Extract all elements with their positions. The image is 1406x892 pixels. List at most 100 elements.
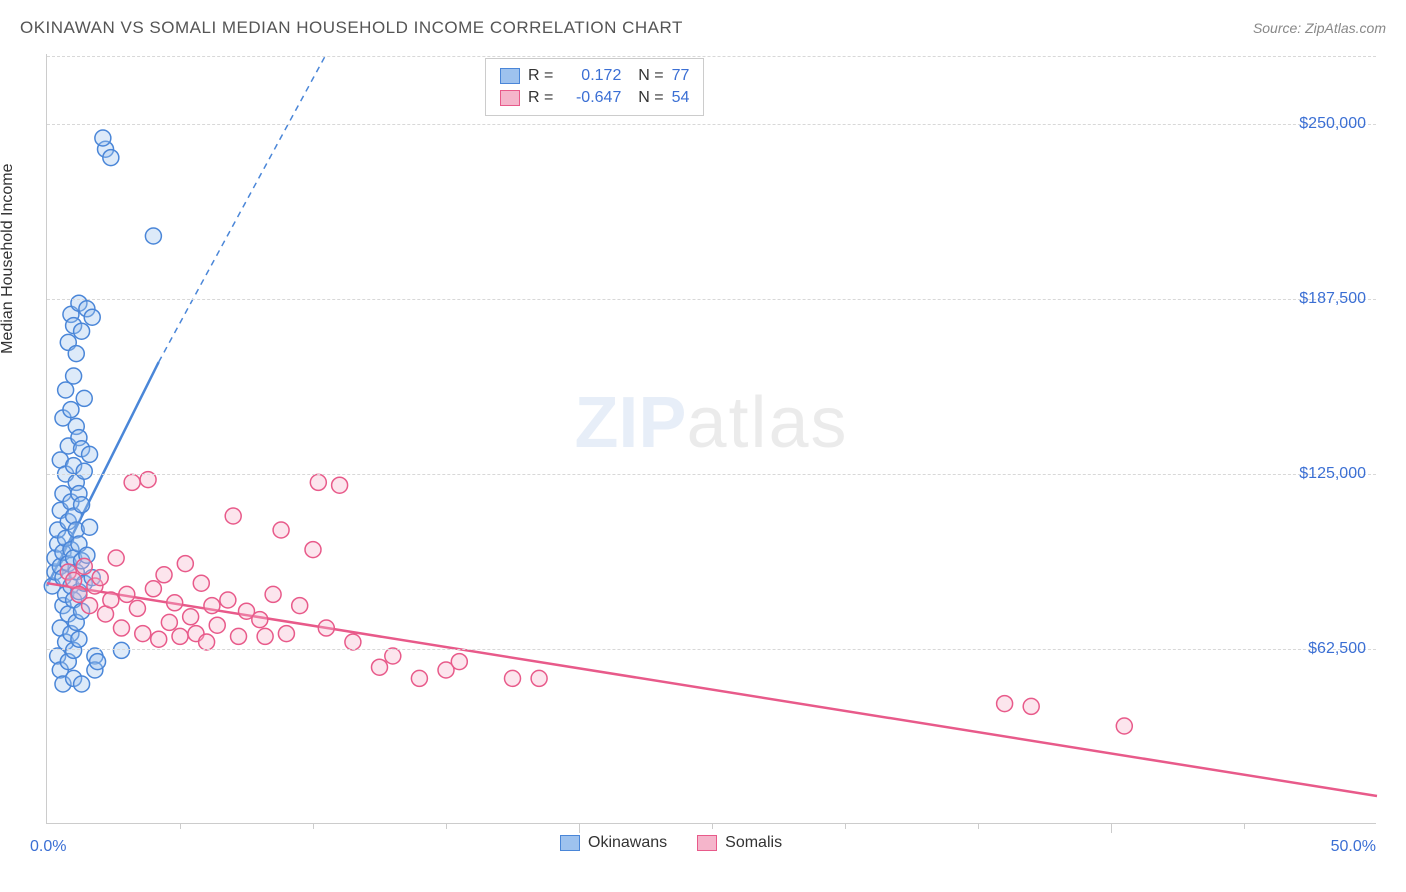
n-label: N =: [629, 89, 663, 107]
data-point: [103, 592, 119, 608]
data-point: [997, 696, 1013, 712]
x-tick-minor: [978, 823, 979, 829]
data-point: [108, 550, 124, 566]
data-point: [318, 620, 334, 636]
plot-area: ZIPatlas R =0.172 N = 77R =-0.647 N = 54…: [46, 54, 1376, 824]
x-tick-major: [1111, 823, 1112, 833]
r-value: 0.172: [561, 67, 621, 85]
gridline: [47, 56, 1376, 57]
y-axis-title: Median Household Income: [0, 163, 17, 353]
data-point: [172, 628, 188, 644]
data-point: [1023, 698, 1039, 714]
chart-source: Source: ZipAtlas.com: [1253, 20, 1386, 36]
x-tick-minor: [180, 823, 181, 829]
data-point: [411, 670, 427, 686]
x-axis-label-max: 50.0%: [1331, 838, 1376, 856]
y-tick-label: $250,000: [1299, 115, 1366, 133]
x-tick-minor: [712, 823, 713, 829]
r-label: R =: [528, 89, 553, 107]
data-point: [71, 631, 87, 647]
trend-line-extension: [159, 54, 327, 362]
data-point: [257, 628, 273, 644]
gridline: [47, 649, 1376, 650]
legend-correlation: R =0.172 N = 77R =-0.647 N = 54: [485, 58, 704, 116]
n-label: N =: [629, 67, 663, 85]
data-point: [183, 609, 199, 625]
data-point: [177, 556, 193, 572]
data-point: [145, 228, 161, 244]
data-point: [82, 519, 98, 535]
y-tick-label: $125,000: [1299, 465, 1366, 483]
data-point: [372, 659, 388, 675]
data-point: [63, 402, 79, 418]
chart-header: OKINAWAN VS SOMALI MEDIAN HOUSEHOLD INCO…: [20, 18, 1386, 38]
data-point: [113, 642, 129, 658]
data-point: [76, 463, 92, 479]
data-point: [66, 368, 82, 384]
data-point: [145, 581, 161, 597]
data-point: [305, 542, 321, 558]
data-point: [161, 614, 177, 630]
r-value: -0.647: [561, 89, 621, 107]
legend-swatch: [500, 90, 520, 106]
data-point: [76, 558, 92, 574]
y-tick-label: $62,500: [1308, 640, 1366, 658]
chart-svg: [47, 54, 1376, 823]
data-point: [225, 508, 241, 524]
data-point: [292, 598, 308, 614]
data-point: [220, 592, 236, 608]
gridline: [47, 124, 1376, 125]
data-point: [82, 446, 98, 462]
y-tick-label: $187,500: [1299, 290, 1366, 308]
data-point: [90, 654, 106, 670]
data-point: [332, 477, 348, 493]
legend-series-label: Somalis: [725, 834, 782, 852]
data-point: [151, 631, 167, 647]
data-point: [167, 595, 183, 611]
data-point: [124, 474, 140, 490]
data-point: [129, 600, 145, 616]
x-tick-minor: [1244, 823, 1245, 829]
data-point: [156, 567, 172, 583]
data-point: [204, 598, 220, 614]
data-point: [265, 586, 281, 602]
data-point: [209, 617, 225, 633]
data-point: [74, 323, 90, 339]
legend-series-item: Okinawans: [560, 834, 667, 852]
r-label: R =: [528, 67, 553, 85]
data-point: [95, 130, 111, 146]
legend-series-item: Somalis: [697, 834, 782, 852]
data-point: [505, 670, 521, 686]
gridline: [47, 474, 1376, 475]
x-tick-minor: [845, 823, 846, 829]
data-point: [385, 648, 401, 664]
data-point: [74, 676, 90, 692]
legend-correlation-row: R =-0.647 N = 54: [500, 87, 689, 109]
data-point: [82, 598, 98, 614]
data-point: [199, 634, 215, 650]
data-point: [92, 570, 108, 586]
data-point: [345, 634, 361, 650]
x-tick-minor: [446, 823, 447, 829]
data-point: [451, 654, 467, 670]
data-point: [76, 390, 92, 406]
legend-swatch: [697, 835, 717, 851]
x-tick-minor: [313, 823, 314, 829]
data-point: [310, 474, 326, 490]
data-point: [84, 309, 100, 325]
x-axis-label-min: 0.0%: [30, 838, 66, 856]
data-point: [193, 575, 209, 591]
n-value: 77: [672, 67, 690, 85]
data-point: [1116, 718, 1132, 734]
legend-correlation-row: R = 0.172 N = 77: [500, 65, 689, 87]
legend-swatch: [500, 68, 520, 84]
data-point: [273, 522, 289, 538]
data-point: [74, 497, 90, 513]
data-point: [278, 626, 294, 642]
legend-series: Okinawans Somalis: [560, 834, 782, 852]
gridline: [47, 299, 1376, 300]
legend-swatch: [560, 835, 580, 851]
chart-title: OKINAWAN VS SOMALI MEDIAN HOUSEHOLD INCO…: [20, 18, 683, 38]
data-point: [252, 612, 268, 628]
data-point: [231, 628, 247, 644]
